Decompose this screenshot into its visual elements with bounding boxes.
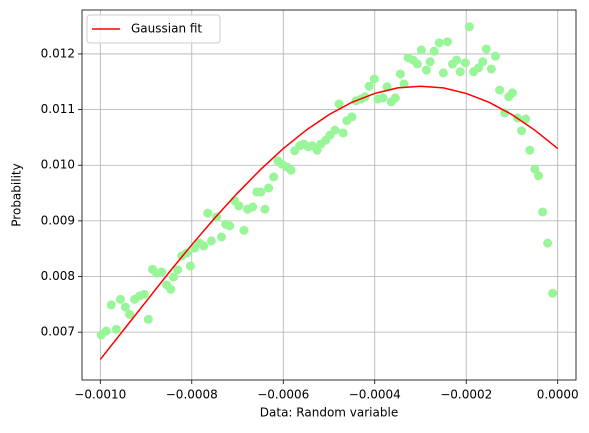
scatter-point (286, 165, 296, 175)
scatter-point (269, 172, 279, 182)
scatter-point (429, 46, 439, 56)
scatter-point (364, 81, 374, 91)
scatter-point (206, 236, 216, 246)
scatter-point (399, 79, 409, 89)
scatter-point (347, 112, 357, 122)
scatter-point (507, 88, 517, 98)
scatter-point (203, 208, 213, 218)
scatter-point (434, 38, 444, 48)
scatter-point (182, 248, 192, 258)
scatter-point (173, 265, 183, 275)
scatter-point (495, 85, 505, 95)
scatter-point (106, 300, 116, 310)
x-tick-label: −0.0008 (166, 388, 218, 402)
scatter-point (111, 324, 121, 334)
scatter-point (334, 99, 344, 109)
scatter-point (166, 284, 176, 294)
scatter-point (330, 125, 340, 135)
scatter-point (525, 145, 535, 155)
scatter-point (125, 309, 135, 319)
scatter-point (416, 45, 426, 55)
scatter-point (460, 58, 470, 68)
scatter-point (185, 261, 195, 271)
x-tick-label: −0.0004 (349, 388, 401, 402)
scatter-point (369, 74, 379, 84)
scatter-point (120, 302, 130, 312)
x-axis-label: Data: Random variable (260, 406, 398, 420)
scatter-point (517, 126, 527, 136)
scatter-point (543, 238, 553, 248)
scatter-point (101, 326, 111, 336)
scatter-point (533, 171, 543, 181)
scatter-point (248, 202, 258, 212)
scatter-point (481, 44, 491, 54)
scatter-point (115, 294, 125, 304)
scatter-point (486, 64, 496, 74)
scatter-point (464, 22, 474, 32)
scatter-point (438, 68, 448, 78)
scatter-point (395, 69, 405, 79)
scatter-point (455, 67, 465, 77)
y-tick-label: 0.011 (41, 102, 75, 116)
scatter-point (478, 57, 488, 67)
scatter-point (264, 183, 274, 193)
scatter-point (382, 82, 392, 92)
legend-label: Gaussian fit (131, 22, 202, 36)
scatter-point (168, 272, 178, 282)
scatter-point (500, 108, 510, 118)
scatter-point (421, 65, 431, 75)
y-tick-label: 0.007 (41, 325, 75, 339)
scatter-point (442, 37, 452, 47)
y-tick-label: 0.009 (41, 213, 75, 227)
y-tick-label: 0.010 (41, 158, 75, 172)
scatter-point (225, 221, 235, 231)
scatter-point (256, 187, 266, 197)
scatter-point (452, 55, 462, 65)
scatter-point (530, 164, 540, 174)
scatter-point (143, 314, 153, 324)
scatter-point (234, 201, 244, 211)
fit-line (99, 85, 559, 360)
scatter-point (260, 204, 270, 214)
scatter-point (390, 93, 400, 103)
scatter-point (490, 51, 500, 61)
scatter-point (239, 225, 249, 235)
x-tick-label: 0.0000 (537, 388, 579, 402)
y-tick-label: 0.008 (41, 269, 75, 283)
scatter-point (548, 288, 558, 298)
scatter-point (139, 289, 149, 299)
scatter-point (199, 241, 209, 251)
scatter-point (217, 232, 227, 242)
x-tick-label: −0.0002 (440, 388, 492, 402)
x-tick-label: −0.0010 (74, 388, 126, 402)
y-tick-label: 0.012 (41, 46, 75, 60)
scatter-point (338, 128, 348, 138)
scatter-point (521, 114, 531, 124)
plot-frame (81, 9, 577, 381)
scatter-point (157, 267, 167, 277)
scatter-point (412, 59, 422, 69)
x-tick-label: −0.0006 (257, 388, 309, 402)
y-axis-label: Probability (10, 163, 24, 226)
scatter-point (425, 57, 435, 67)
scatter-point (538, 207, 548, 217)
legend-box (86, 14, 221, 44)
scatter-point (378, 93, 388, 103)
